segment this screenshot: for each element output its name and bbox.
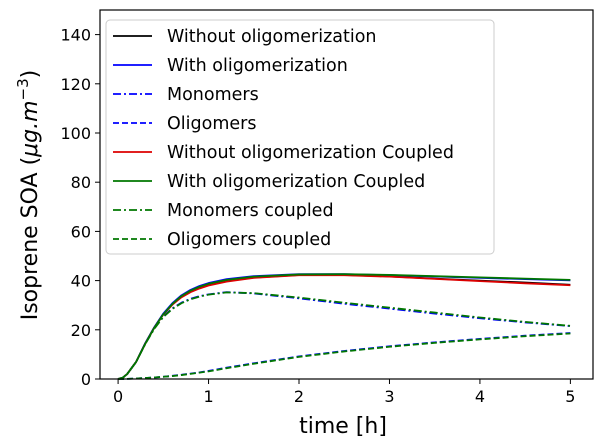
y-tick-label: 0 [81,370,91,389]
y-axis-title: Isoprene SOA (μg.m−3) [14,70,43,321]
legend-label-1: Without oligomerization [167,27,377,47]
y-axis-title-unit: μg.m [18,100,43,157]
x-tick-label: 3 [384,387,394,406]
x-tick-label: 2 [294,387,304,406]
x-axis-title: time [h] [299,414,387,439]
series-line-5 [117,274,571,380]
legend-label-5: Without oligomerization Coupled [167,143,454,163]
y-tick-label: 120 [60,75,91,94]
x-tick-label: 1 [203,387,213,406]
legend: Without oligomerization With oligomerizat… [105,19,495,255]
series-line-8 [118,332,571,380]
x-tick-label: 4 [475,387,485,406]
legend-label-3: Monomers [167,85,259,105]
legend-box [105,19,495,255]
x-tick-label: 5 [565,387,575,406]
y-axis-title-main: Isoprene SOA ( [18,157,43,320]
y-tick-label: 60 [71,222,91,241]
legend-label-7: Monomers coupled [167,201,334,221]
series-layer [117,273,571,380]
legend-label-8: Oligomers coupled [167,230,331,250]
series-line-6 [117,273,571,380]
plot-frame [99,9,594,380]
legend-label-2: With oligomerization [167,56,348,76]
y-tick-label: 140 [60,26,91,45]
y-tick-label: 20 [71,321,91,340]
series-line-7 [117,291,571,380]
legend-label-6: With oligomerization Coupled [167,172,425,192]
y-tick-label: 40 [71,272,91,291]
series-line-3 [117,291,571,380]
y-axis-title-close: ) [18,70,43,79]
y-axis-title-exponent: −3 [14,78,32,100]
series-line-1 [117,274,571,380]
ticks-layer: 0 1 2 3 4 5 0 20 40 60 80 100 120 140 [60,26,575,406]
series-line-2 [117,273,571,380]
legend-label-4: Oligomers [167,114,256,134]
y-tick-label: 100 [60,124,91,143]
series-line-4 [118,332,571,380]
y-tick-label: 80 [71,173,91,192]
x-tick-label: 0 [113,387,123,406]
